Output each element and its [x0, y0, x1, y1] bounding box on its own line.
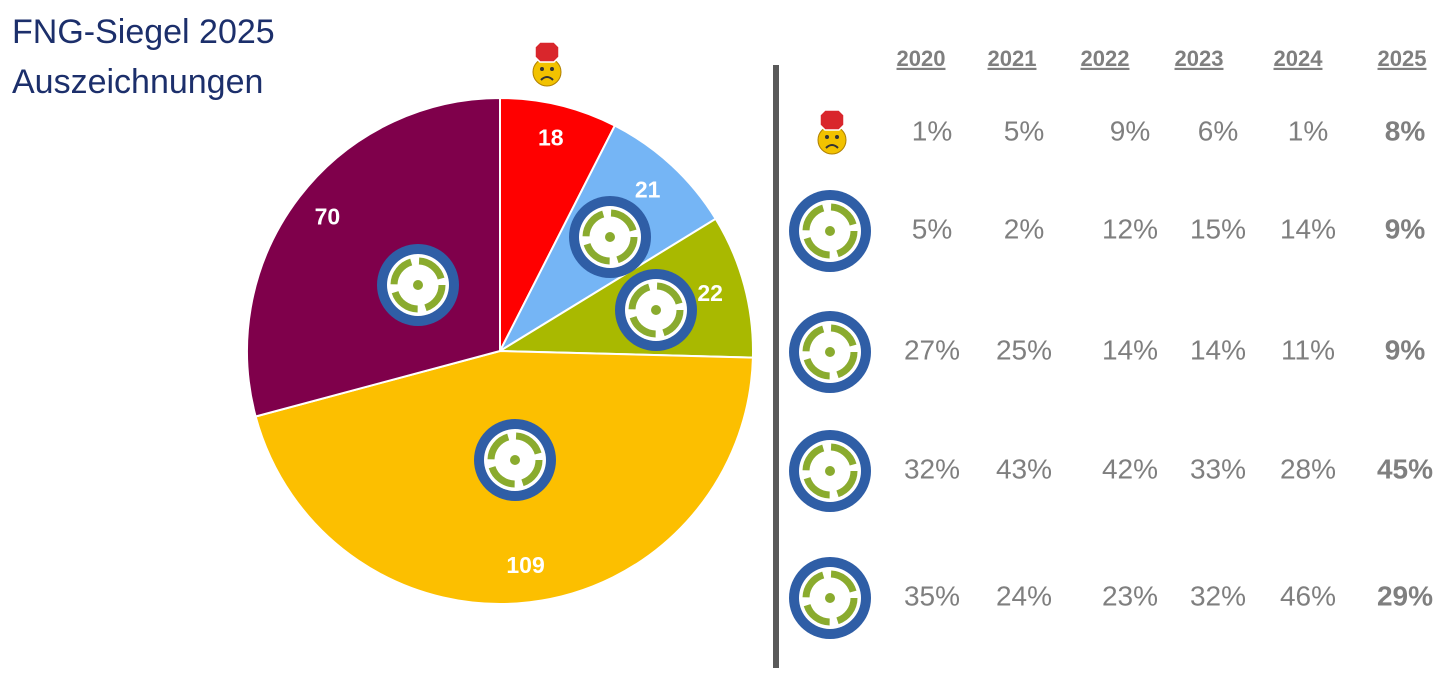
seal-icon — [789, 190, 871, 272]
chart-subtitle: Auszeichnungen — [12, 63, 263, 101]
table-cell: 9% — [1385, 213, 1426, 244]
pie-slice — [499, 96, 617, 352]
table-cell: 14% — [1102, 334, 1158, 365]
table-cell: 9% — [1385, 334, 1426, 365]
table-cell: 5% — [1004, 115, 1044, 146]
table-cell: 6% — [1198, 115, 1238, 146]
row-icons — [789, 109, 871, 639]
data-label: 109 — [506, 552, 544, 578]
seal-icon — [789, 311, 871, 393]
seal-icon — [615, 269, 697, 351]
table-cell: 23% — [1102, 580, 1158, 611]
table-cell: 35% — [904, 580, 960, 611]
table-cell: 1% — [912, 115, 952, 146]
table-cell: 43% — [996, 453, 1052, 484]
seal-icon — [789, 430, 871, 512]
table-cell: 11% — [1281, 334, 1335, 365]
table-cell: 5% — [912, 213, 952, 244]
table-cell: 9% — [1110, 115, 1150, 146]
table-cell: 1% — [1288, 115, 1328, 146]
table-cell: 27% — [904, 334, 960, 365]
table-cell: 25% — [996, 334, 1052, 365]
chart-title: FNG-Siegel 2025 — [12, 13, 275, 51]
table-cell: 29% — [1377, 580, 1433, 611]
table-cell: 33% — [1190, 453, 1246, 484]
table-cell: 32% — [904, 453, 960, 484]
column-header: 2020 — [897, 46, 946, 71]
pie — [246, 96, 754, 605]
column-header: 2021 — [988, 46, 1037, 71]
divider — [773, 65, 779, 668]
seal-icon — [569, 196, 651, 278]
column-header: 2023 — [1175, 46, 1224, 71]
table-cell: 42% — [1102, 453, 1158, 484]
table-cell: 8% — [1385, 115, 1426, 146]
table-cell: 14% — [1280, 213, 1336, 244]
data-label: 22 — [697, 280, 723, 306]
table-cell: 14% — [1190, 334, 1246, 365]
table-cell: 15% — [1190, 213, 1246, 244]
table-cell: 46% — [1280, 580, 1336, 611]
seal-icon — [474, 419, 556, 501]
data-label: 18 — [538, 125, 564, 151]
table-cell: 32% — [1190, 580, 1246, 611]
seal-icon — [789, 557, 871, 639]
column-header: 2025 — [1378, 46, 1427, 71]
table-cell: 24% — [996, 580, 1052, 611]
data-label: 21 — [635, 176, 661, 202]
stop-icon — [532, 41, 562, 87]
table-cell: 12% — [1102, 213, 1158, 244]
table-cell: 2% — [1004, 213, 1044, 244]
table-cell: 45% — [1377, 453, 1433, 484]
pie-slice — [246, 96, 501, 418]
data-label: 70 — [315, 204, 341, 230]
table-cell: 28% — [1280, 453, 1336, 484]
stop-icon — [817, 109, 847, 155]
column-header: 2024 — [1274, 46, 1324, 71]
table: 2020 2021 2022 2023 2024 2025 1% 5% 9% 6% 1% 8% 5% 2%… — [897, 46, 1434, 612]
column-header: 2022 — [1081, 46, 1130, 71]
seal-icon — [377, 244, 459, 326]
